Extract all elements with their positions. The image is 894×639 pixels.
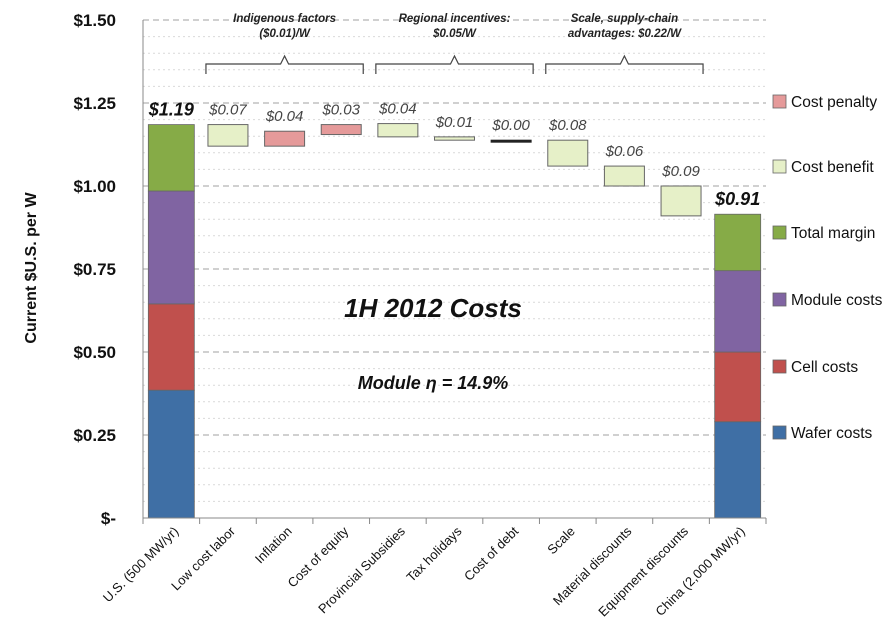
y-axis-label: Current $U.S. per W (23, 192, 40, 344)
bracket (375, 54, 534, 74)
step-label: $0.09 (661, 163, 700, 180)
step-label: $0.08 (548, 117, 587, 134)
gridlines (143, 19, 766, 502)
annotation-text: Scale, supply-chain (571, 13, 678, 25)
x-tick-label: Inflation (252, 524, 295, 567)
legend-swatch (772, 292, 787, 307)
bar-segment (714, 351, 762, 423)
y-tick-label: $1.25 (73, 94, 116, 113)
y-tick-label: $1.00 (73, 177, 116, 196)
legend-swatch (772, 425, 787, 440)
waterfall-step (377, 123, 419, 138)
y-tick-label: $1.50 (73, 11, 116, 30)
step-label: $0.04 (378, 101, 417, 118)
bracket (205, 54, 364, 74)
y-tick-label: $- (101, 509, 116, 528)
step-label: $0.00 (491, 117, 530, 134)
annotation-text: Regional incentives: (399, 13, 511, 25)
waterfall-step (434, 136, 475, 141)
annotation-text: ($0.01)/W (259, 28, 311, 40)
x-tick-label: Cost of debt (461, 523, 521, 583)
step-label: $0.07 (208, 102, 247, 119)
x-tick-label: Scale (544, 524, 578, 558)
y-tick-label: $0.75 (73, 260, 116, 279)
step-label: $0.06 (605, 143, 644, 160)
bar-segment (714, 213, 762, 272)
step-label: $0.04 (265, 108, 304, 125)
legend-label: Total margin (791, 225, 875, 242)
legend-swatch (772, 159, 787, 174)
legend-label: Cell costs (791, 359, 858, 376)
annotations: Indigenous factors ($0.01)/W Regional ince… (205, 13, 704, 74)
legend-swatch (772, 225, 787, 240)
legend-label: Cost benefit (791, 159, 874, 176)
x-axis: U.S. (500 MW/yr)Low cost labor InflationC… (100, 517, 767, 619)
step-label: $0.01 (435, 114, 474, 131)
bar-segment (147, 190, 195, 305)
bar-segment (147, 303, 195, 391)
waterfall-step (490, 139, 532, 143)
annotation-text: $0.05/W (432, 28, 477, 40)
legend-label: Cost penalty (791, 94, 877, 111)
waterfall-step (320, 124, 362, 136)
legend-label: Wafer costs (791, 425, 872, 442)
bars: $1.19 $0.91 $0.07 $0.04 $0.03 $0.04 $0.01 $0.00… (147, 100, 762, 519)
step-label: $0.03 (321, 102, 360, 119)
legend-swatch (772, 359, 787, 374)
waterfall-step (547, 139, 589, 167)
legend: Cost penalty Cost benefit Total margin Modu… (772, 94, 883, 442)
x-tick-label: U.S. (500 MW/yr) (100, 524, 182, 606)
bar-segment (714, 270, 762, 353)
y-tick-label: $0.50 (73, 343, 116, 362)
chart-overlay-title: 1H 2012 Costs (344, 293, 522, 323)
bar-segment (714, 421, 762, 519)
bracket (545, 54, 704, 74)
waterfall-step (603, 165, 645, 187)
bar-segment (147, 124, 195, 192)
waterfall-step (264, 130, 306, 147)
y-axis: $- $0.25 $0.50 $0.75 $1.00 $1.25 $1.50 (73, 11, 144, 528)
x-tick-label: Tax holidays (403, 523, 465, 585)
waterfall-step (660, 185, 702, 217)
total-label: $1.19 (148, 100, 194, 120)
y-tick-label: $0.25 (73, 426, 116, 445)
bar-segment (147, 389, 195, 519)
annotation-text: Indigenous factors (233, 13, 336, 25)
waterfall-step (207, 124, 249, 147)
legend-swatch (772, 94, 787, 109)
annotation-text: advantages: $0.22/W (568, 28, 682, 40)
total-label: $0.91 (714, 189, 760, 209)
chart-overlay-subtitle: Module η = 14.9% (358, 373, 509, 393)
legend-label: Module costs (791, 292, 883, 309)
